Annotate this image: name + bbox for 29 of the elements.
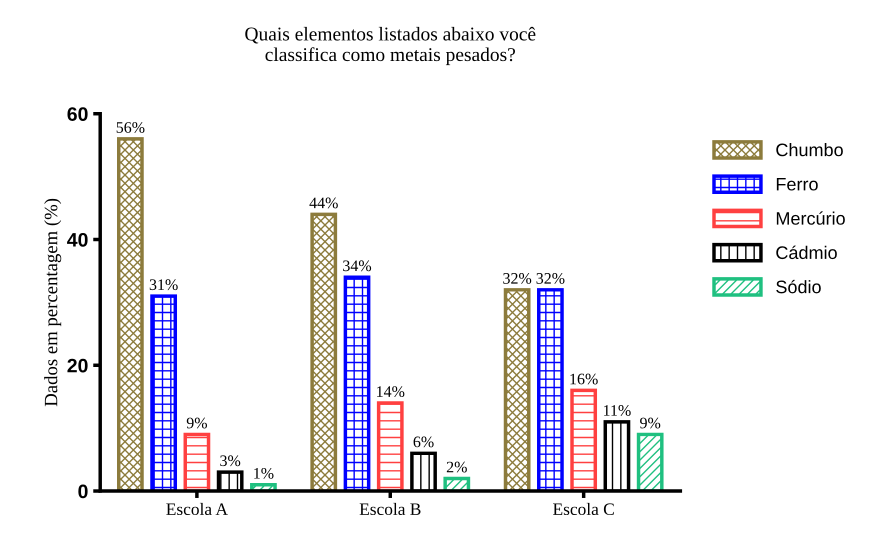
data-label: 16% bbox=[570, 374, 598, 384]
data-label: 44% bbox=[309, 198, 338, 208]
y-tick-label: 20 bbox=[67, 358, 88, 372]
legend-label: Sódio bbox=[776, 280, 821, 294]
data-label: 9% bbox=[186, 418, 207, 428]
legend-label: Ferro bbox=[776, 178, 818, 191]
y-tick-label: 40 bbox=[67, 232, 88, 247]
data-label: 1% bbox=[254, 468, 274, 479]
y-tick-label: 60 bbox=[67, 107, 88, 121]
legend-label: Mercúrio bbox=[776, 211, 845, 225]
data-label: 31% bbox=[150, 279, 178, 290]
chart-title: Quais elementos listados abaixo você classifica como metais pesados? bbox=[245, 26, 536, 66]
legend-label: Chumbo bbox=[776, 143, 843, 156]
data-label: 32% bbox=[503, 273, 532, 284]
data-label: 2% bbox=[446, 462, 467, 472]
data-label: 6% bbox=[414, 436, 434, 448]
y-tick-label: 0 bbox=[78, 484, 88, 498]
x-tick-label: Escola C bbox=[553, 502, 614, 516]
data-label: 56% bbox=[116, 122, 144, 133]
x-tick-label: Escola A bbox=[166, 502, 228, 516]
data-label: 3% bbox=[220, 455, 240, 466]
legend-label: Cádmio bbox=[776, 246, 837, 260]
data-label: 14% bbox=[377, 386, 404, 398]
data-label: 11% bbox=[604, 405, 631, 416]
y-axis-title: Dados em percentagem (%) bbox=[44, 198, 62, 406]
data-label: 32% bbox=[536, 273, 564, 284]
data-label: 34% bbox=[343, 260, 372, 272]
data-label: 9% bbox=[640, 418, 660, 428]
x-tick-label: Escola B bbox=[360, 502, 421, 516]
